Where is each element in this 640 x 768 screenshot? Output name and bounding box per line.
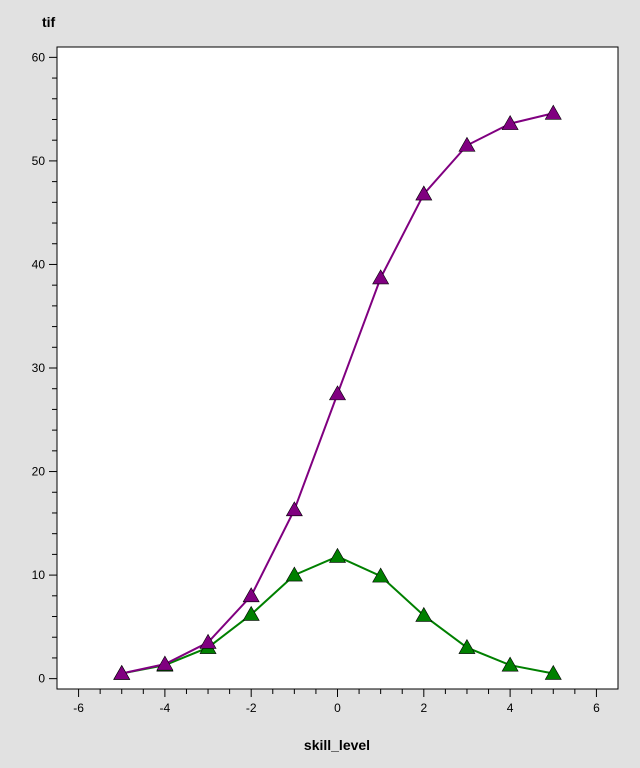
series-1-point bbox=[544, 104, 562, 120]
x-axis: -6 -4 -2 0 2 4 6 bbox=[73, 689, 600, 715]
series-1-point bbox=[285, 501, 303, 517]
y-axis-title: tif bbox=[42, 14, 56, 30]
series-1-point bbox=[199, 633, 217, 649]
x-tick-label: -6 bbox=[73, 701, 84, 715]
series-layer bbox=[113, 104, 562, 680]
series-1-point bbox=[113, 664, 131, 680]
series-2-point bbox=[544, 664, 562, 680]
x-tick-label: 0 bbox=[334, 701, 341, 715]
x-tick-label: 6 bbox=[593, 701, 600, 715]
y-tick-label: 20 bbox=[32, 465, 46, 479]
y-tick-label: 50 bbox=[32, 154, 46, 168]
series-2-point bbox=[328, 547, 347, 563]
series-2-point bbox=[285, 566, 303, 582]
y-tick-label: 30 bbox=[32, 361, 46, 375]
series-2-point bbox=[415, 606, 433, 622]
series-1 bbox=[113, 104, 562, 680]
y-tick-label: 40 bbox=[32, 257, 46, 271]
x-tick-label: 4 bbox=[507, 701, 514, 715]
x-tick-label: -4 bbox=[160, 701, 171, 715]
series-2-point bbox=[501, 656, 519, 672]
y-tick-label: 0 bbox=[38, 672, 45, 686]
y-tick-label: 60 bbox=[32, 50, 46, 64]
x-axis-title: skill_level bbox=[304, 737, 370, 753]
series-2-point bbox=[372, 567, 390, 583]
series-1-point bbox=[242, 587, 260, 603]
series-2-point bbox=[242, 605, 260, 621]
series-1-point bbox=[501, 115, 519, 130]
series-1-point bbox=[372, 269, 390, 285]
series-1-point bbox=[156, 655, 174, 671]
series-1-point bbox=[415, 185, 433, 201]
series-1-point bbox=[458, 136, 476, 152]
x-tick-label: 2 bbox=[420, 701, 427, 715]
y-tick-label: 10 bbox=[32, 568, 46, 582]
plot-area bbox=[56, 46, 619, 690]
y-axis: 0 10 20 30 40 50 60 bbox=[32, 50, 57, 686]
series-2-point bbox=[458, 638, 476, 654]
x-tick-label: -2 bbox=[246, 701, 257, 715]
series-1-point bbox=[328, 385, 347, 401]
